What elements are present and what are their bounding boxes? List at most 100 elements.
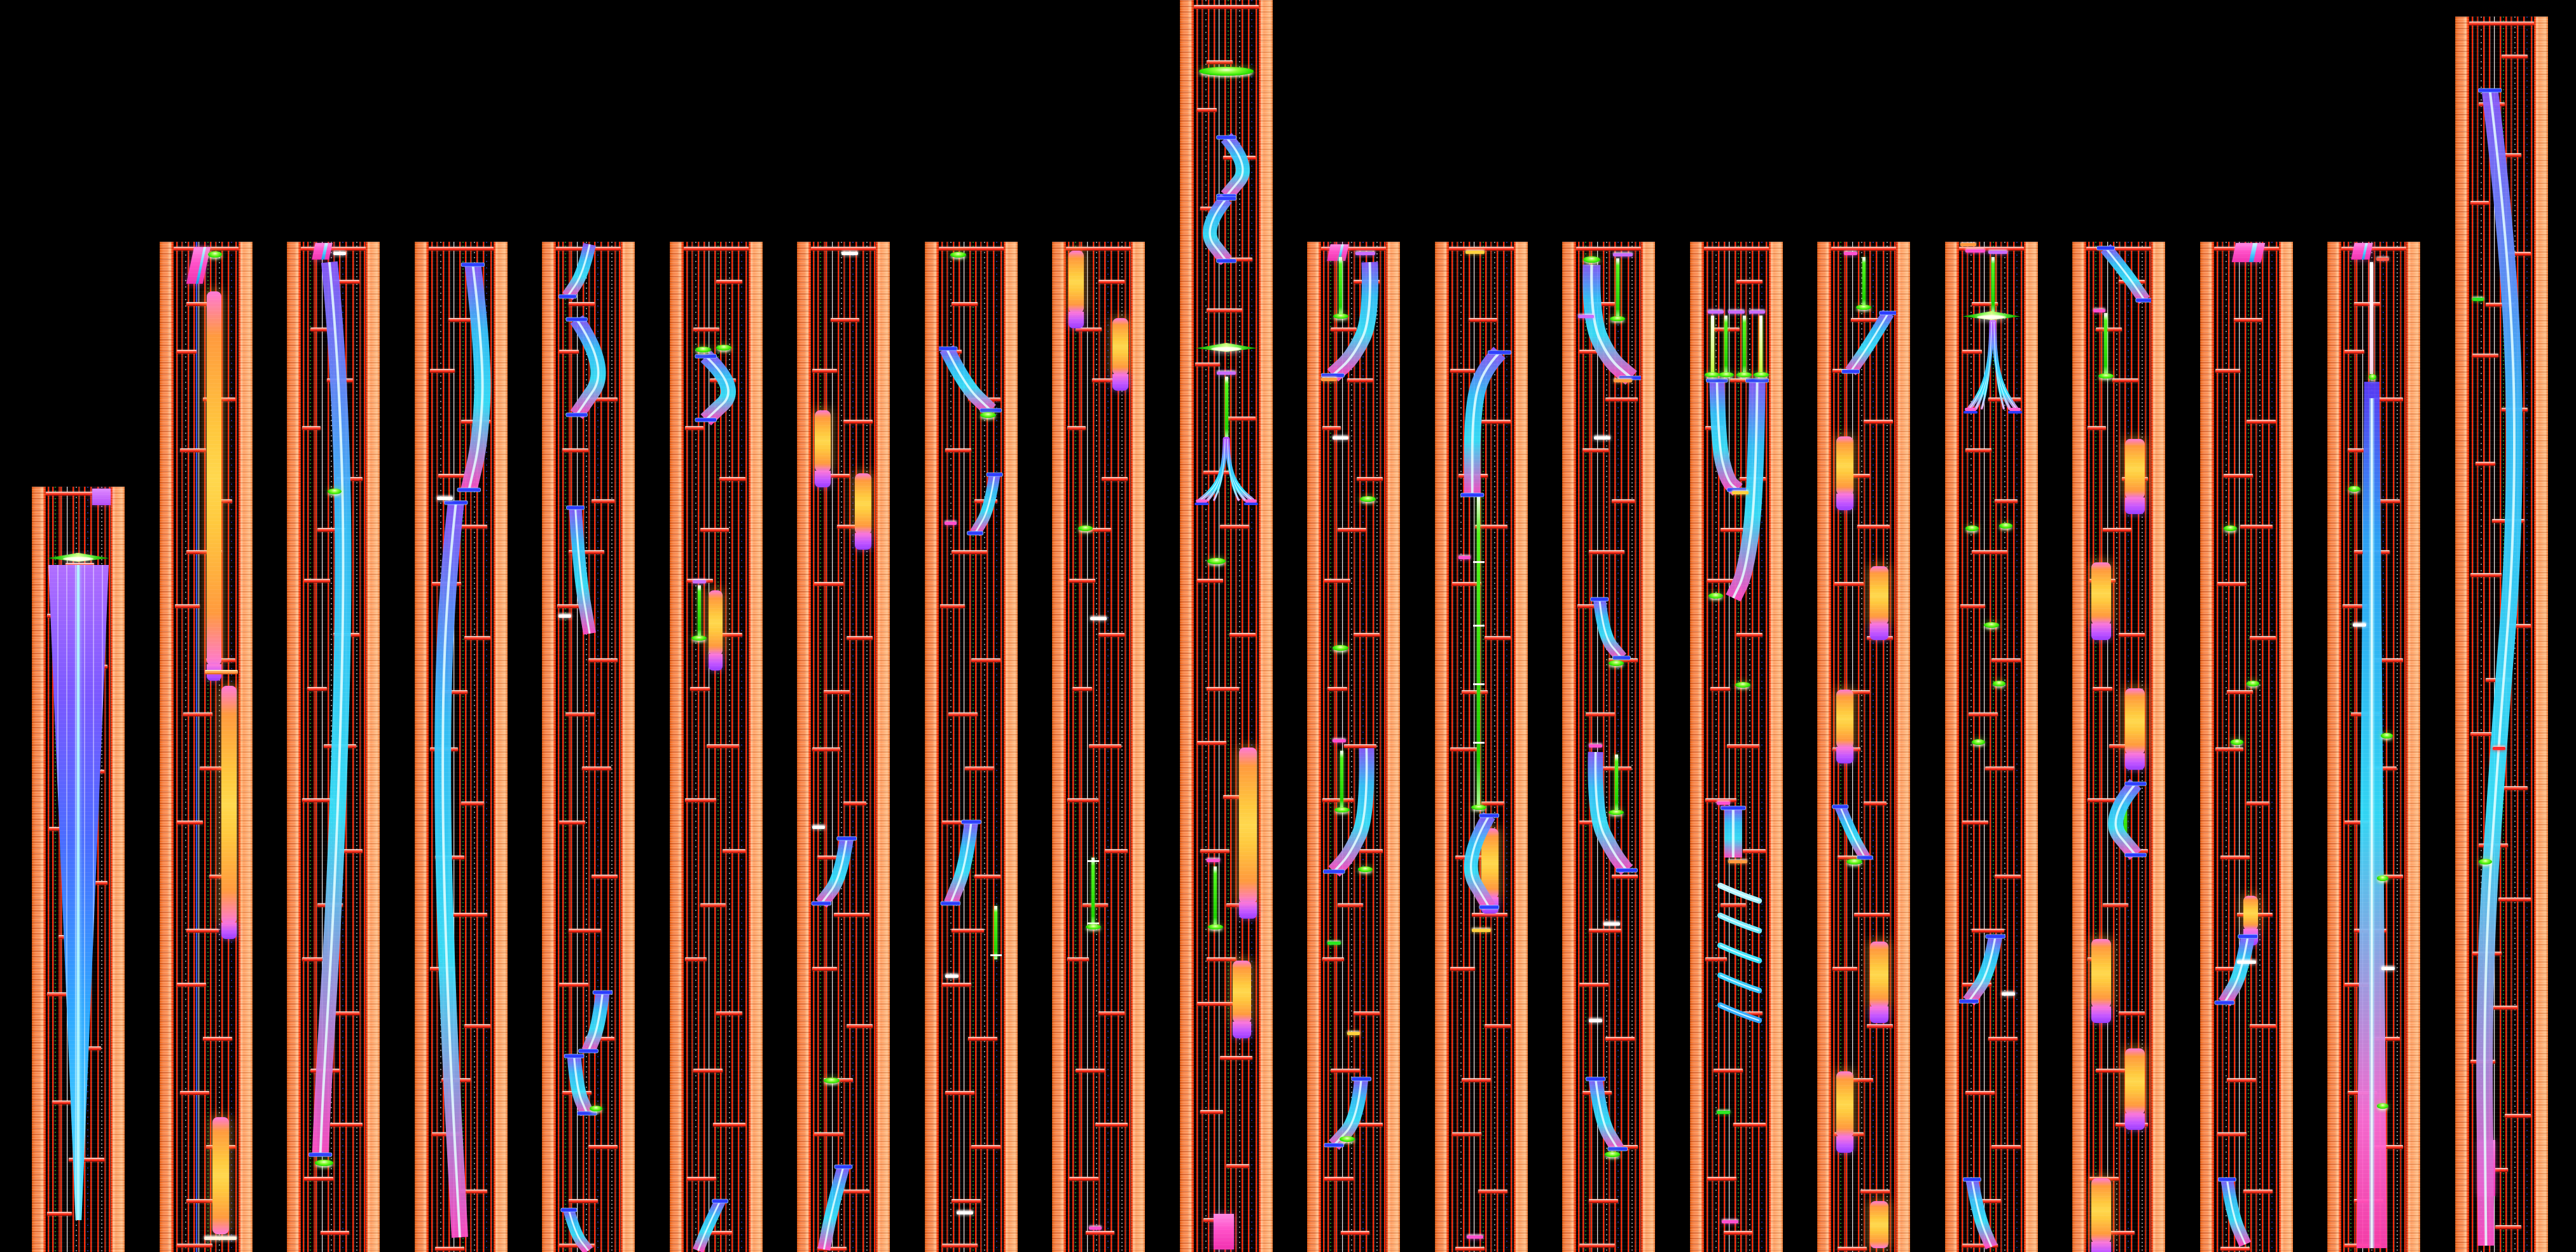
pillar-left-bar	[797, 242, 811, 1252]
rail-line	[1962, 242, 1963, 1252]
rung-bar	[1200, 1110, 1223, 1114]
green-lens	[1198, 67, 1254, 76]
pillar-13	[1562, 242, 1655, 1252]
rail-line	[1208, 0, 1210, 1252]
rail-line	[1072, 242, 1074, 1252]
rung-bar	[952, 929, 985, 933]
rail-line	[1196, 0, 1198, 1252]
rung-bar	[1069, 579, 1095, 583]
rail-line	[2530, 17, 2532, 1252]
pillar-left-bar	[32, 487, 46, 1252]
rail-line	[2472, 17, 2474, 1252]
rail-line	[1973, 242, 1975, 1252]
green-lens	[716, 344, 732, 351]
pillar-interior	[939, 242, 1004, 1252]
flame-cap	[221, 922, 237, 939]
dash-mark	[945, 522, 957, 525]
ribbon-cap	[967, 531, 984, 536]
noise-column	[310, 242, 312, 1252]
rail-line	[614, 242, 616, 1252]
feature-layer-curves	[558, 242, 613, 1252]
rung-bar	[2505, 1114, 2531, 1118]
green-lens	[1583, 256, 1600, 263]
rung-bar	[1838, 856, 1867, 859]
noise-column	[1605, 242, 1607, 1252]
ribbon-cap	[834, 1164, 853, 1169]
rail-line	[210, 242, 212, 1252]
rung-bar	[2495, 1225, 2521, 1229]
rung-bar	[2102, 528, 2132, 532]
ribbon-cap	[940, 901, 961, 906]
pillar-18	[2200, 242, 2293, 1252]
rung-bar	[2374, 658, 2403, 662]
feature-layer-curves	[2356, 382, 2387, 1248]
feature-layer-curves	[1832, 309, 1896, 861]
rail-line	[1510, 242, 1512, 1252]
rail-line	[1869, 242, 1871, 1252]
ribbon-core	[2114, 783, 2136, 856]
rail-line	[2020, 242, 2022, 1252]
rung-bar	[1589, 550, 1625, 554]
rung-bar	[569, 1199, 599, 1203]
rail-line	[108, 487, 110, 1252]
feature-layer-curves	[434, 262, 491, 1238]
rail-line	[558, 242, 560, 1252]
rung-bar	[693, 1069, 723, 1073]
rung-bar	[1462, 1078, 1492, 1082]
pillar-7	[797, 242, 890, 1252]
rung-bar	[302, 426, 321, 430]
rung-bar	[1450, 967, 1475, 971]
ribbon-cap	[1745, 378, 1769, 383]
ribbon-cap	[1479, 813, 1500, 818]
rung-bar	[1207, 687, 1240, 691]
rung-bar	[1733, 1123, 1766, 1127]
dash-mark	[1603, 922, 1620, 926]
flame-cap	[1233, 1022, 1251, 1038]
rib-core	[1720, 885, 1760, 901]
green-wings	[47, 552, 109, 563]
rung-bar	[1834, 582, 1864, 586]
dash-mark	[1090, 617, 1107, 620]
rung-bar	[942, 983, 971, 987]
rung-bar	[2343, 604, 2367, 608]
pillar-interior	[1576, 242, 1641, 1252]
white-glow-core	[1210, 347, 1242, 351]
flame-block	[855, 473, 871, 534]
ribbon-cap	[2124, 781, 2147, 786]
rung-bar	[2093, 687, 2112, 691]
pillar-3	[287, 242, 380, 1252]
ribbon-cap	[836, 836, 857, 841]
rung-bar	[1844, 690, 1871, 694]
ribbon-cap	[1351, 1076, 1372, 1082]
rail-line	[2399, 242, 2401, 1252]
noise-column	[950, 242, 952, 1252]
ribbon-cap	[566, 505, 585, 510]
green-vertical-bar	[1759, 316, 1763, 374]
noise-column	[611, 242, 613, 1252]
pillar-left-bar	[2327, 242, 2341, 1252]
feature-layer-marks	[2469, 17, 2534, 1252]
rung-bar	[1098, 280, 1125, 284]
rail-line	[2343, 242, 2345, 1252]
rung-bar	[1962, 821, 1988, 824]
green-lens	[2377, 1102, 2389, 1109]
magenta-block	[92, 489, 111, 505]
pillar-right-bar	[1386, 242, 1400, 1252]
rung-bar	[1343, 744, 1376, 748]
rail-line	[600, 242, 602, 1252]
ribbon-cap	[1959, 999, 1979, 1004]
noise-column	[1075, 242, 1077, 1252]
pillar-interior	[1959, 242, 2024, 1252]
feature-layer-blocks	[174, 242, 239, 1252]
rung-bar	[1322, 798, 1354, 802]
rung-bar	[974, 875, 1001, 879]
rung-bar	[429, 247, 494, 251]
rail-line	[826, 242, 828, 1252]
rung-bar	[1605, 398, 1638, 401]
pillar-interior	[1831, 242, 1896, 1252]
rung-bar	[700, 528, 730, 532]
green-lens	[2381, 732, 2393, 739]
rung-bar	[716, 1012, 742, 1015]
rung-bar	[448, 318, 478, 322]
rung-bar	[1720, 528, 1750, 532]
